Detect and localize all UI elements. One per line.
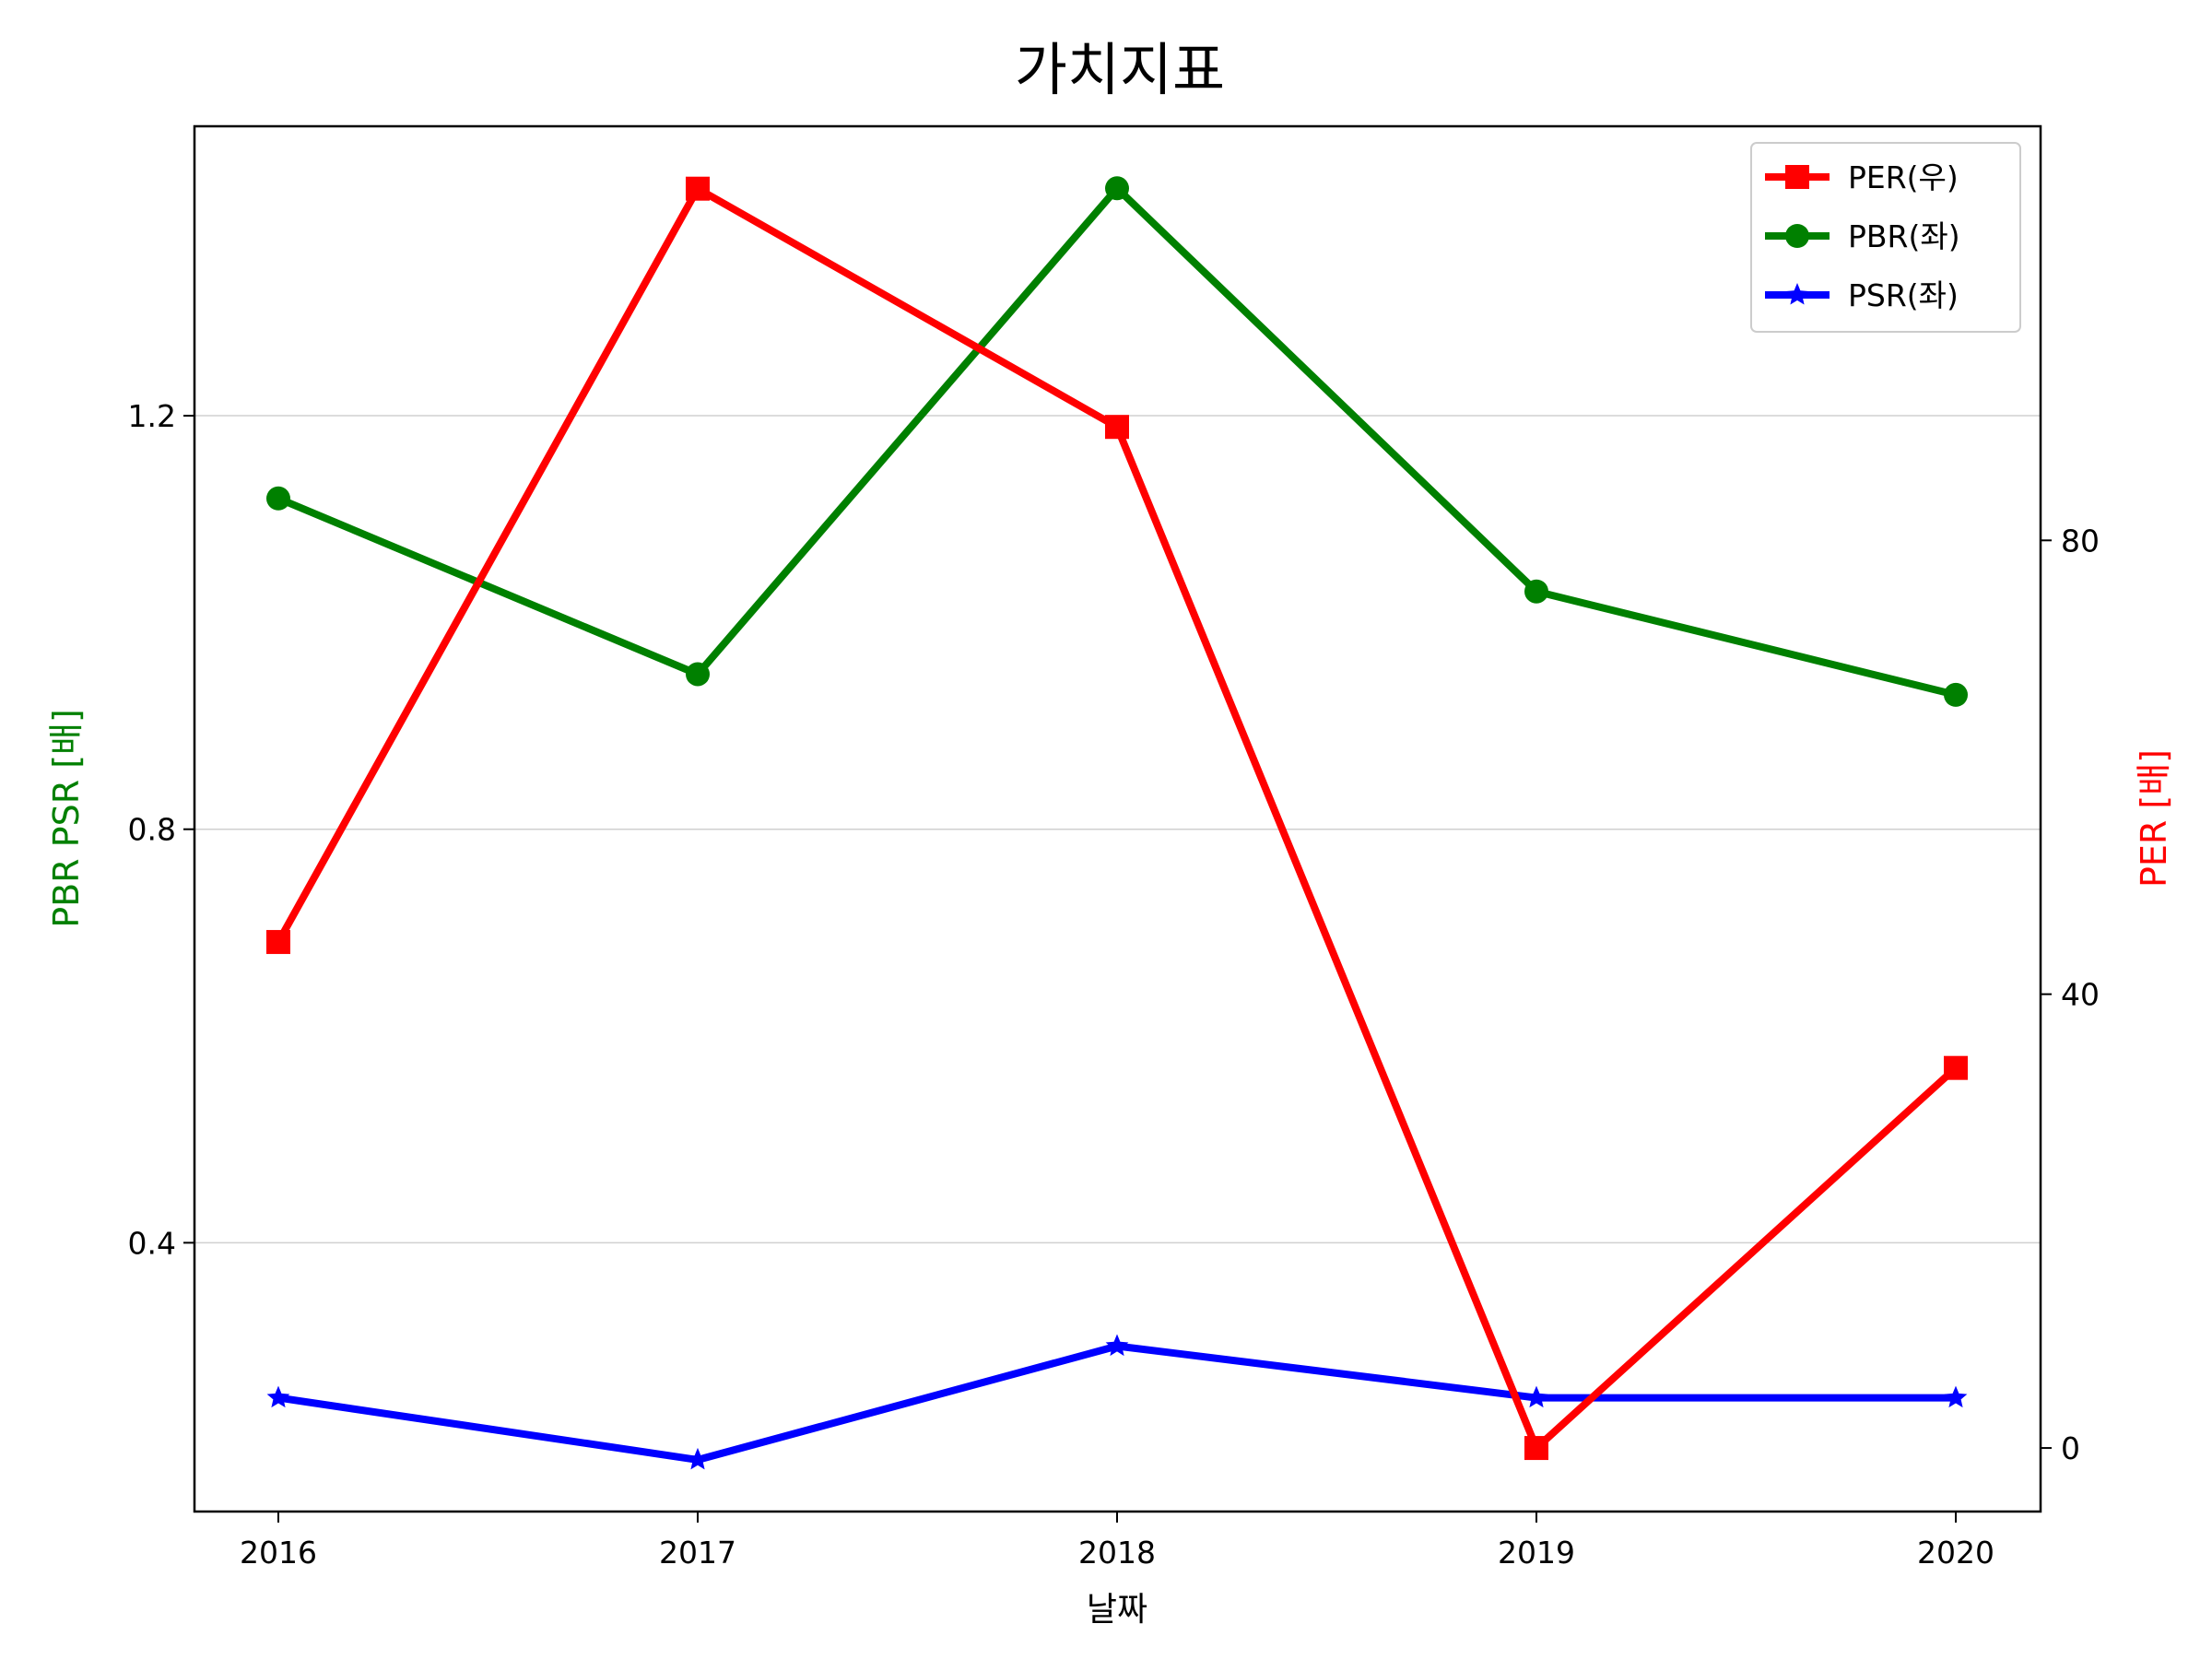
legend-entry: PBR(좌) [1765, 218, 1960, 254]
data-point [1524, 1436, 1548, 1461]
data-point [1524, 579, 1548, 604]
chart-title: 가치지표 [1015, 36, 1225, 103]
y-right-tick-label: 40 [2061, 977, 2100, 1013]
series-PER(우) [266, 176, 1968, 1461]
legend-entry: PSR(좌) [1765, 277, 1959, 313]
series-line [275, 184, 1959, 699]
y-left-tick-label: 0.4 [128, 1225, 176, 1261]
data-point [686, 1447, 710, 1470]
x-tick-label: 2016 [240, 1535, 317, 1571]
series-line [275, 184, 1959, 1453]
x-tick-label: 2020 [1917, 1535, 1994, 1571]
x-axis-label: 날짜 [1087, 1591, 1147, 1629]
data-point [1105, 1334, 1129, 1357]
legend-swatch-marker [1785, 165, 1809, 189]
legend-swatch-marker [1785, 283, 1809, 305]
legend-entry: PER(우) [1765, 159, 1959, 195]
legend-swatch-marker [1785, 224, 1809, 248]
y-axis-right-label: PER [배] [2134, 749, 2174, 888]
y-right-tick-label: 80 [2061, 523, 2100, 559]
legend-label: PER(우) [1848, 159, 1959, 195]
y-left-tick-label: 1.2 [128, 398, 176, 434]
data-point [1944, 1385, 1968, 1408]
data-point [266, 486, 290, 511]
gridlines [194, 415, 2041, 1244]
data-point [686, 662, 710, 687]
data-point [1944, 1055, 1968, 1080]
y-axis-left-label: PBR PSR [배] [46, 709, 87, 928]
data-point [1524, 1385, 1548, 1408]
data-point [266, 1385, 290, 1408]
plot-frame [193, 124, 2042, 1513]
y-right-tick-label: 0 [2061, 1430, 2080, 1466]
ticks-layer: 0.4 0.8 1.2 0 40 80 2016 2017 2018 2019 2020 [128, 398, 2100, 1571]
data-point [1944, 682, 1968, 707]
legend-label: PBR(좌) [1848, 218, 1960, 254]
y-left-tick-label: 0.8 [128, 812, 176, 848]
series-PSR(좌) [266, 1334, 1968, 1470]
data-point [686, 176, 710, 201]
data-point [266, 930, 290, 955]
data-point [1105, 415, 1129, 440]
x-tick-label: 2017 [659, 1535, 736, 1571]
x-tick-label: 2019 [1498, 1535, 1575, 1571]
series-layer [266, 176, 1968, 1470]
legend: PER(우) PBR(좌) PSR(좌) [1750, 142, 2021, 333]
series-line [275, 1342, 1959, 1464]
series-PBR(좌) [266, 176, 1968, 707]
x-tick-label: 2018 [1078, 1535, 1156, 1571]
data-point [1105, 176, 1129, 201]
legend-box [1750, 142, 2021, 333]
legend-label: PSR(좌) [1848, 277, 1959, 313]
